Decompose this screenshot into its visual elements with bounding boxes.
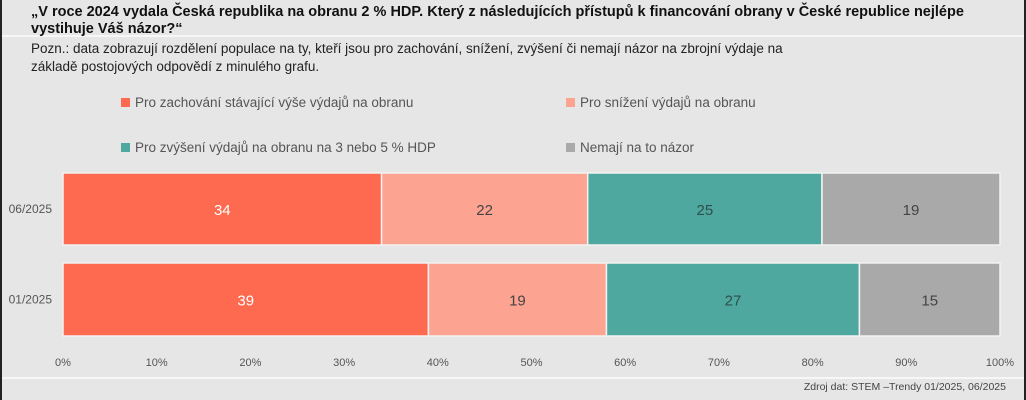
x-tick-label: 0% bbox=[55, 357, 71, 369]
x-tick-label: 100% bbox=[986, 357, 1014, 369]
separator-top bbox=[2, 35, 1024, 37]
x-tick-label: 20% bbox=[239, 357, 261, 369]
data-label: 34 bbox=[214, 202, 231, 219]
x-tick-label: 60% bbox=[614, 357, 636, 369]
legend-swatch bbox=[566, 143, 575, 152]
legend-item: Pro zvýšení výdajů na obranu na 3 nebo 5… bbox=[121, 140, 436, 155]
bar-segment bbox=[62, 262, 430, 337]
x-tick-label: 10% bbox=[146, 357, 168, 369]
x-tick-label: 40% bbox=[427, 357, 449, 369]
legend-item: Pro snížení výdajů na obranu bbox=[566, 95, 756, 110]
legend-label: Pro zachování stávající výše výdajů na o… bbox=[135, 95, 414, 110]
bar-segment bbox=[821, 172, 1001, 246]
data-label: 19 bbox=[509, 293, 526, 310]
x-tick-label: 50% bbox=[520, 357, 542, 369]
legend-item: Nemají na to názor bbox=[566, 140, 694, 155]
bar-segment bbox=[605, 262, 861, 337]
bar-segment bbox=[62, 172, 383, 246]
bar-segment bbox=[858, 262, 1001, 337]
legend-label: Nemají na to názor bbox=[580, 140, 695, 155]
chart-note: Pozn.: data zobrazují rozdělení populace… bbox=[31, 41, 783, 74]
data-label: 15 bbox=[921, 293, 938, 310]
data-source: Zdroj dat: STEM –Trendy 01/2025, 06/2025 bbox=[803, 381, 1006, 393]
chart-title: „V roce 2024 vydala Česká republika na o… bbox=[31, 4, 964, 37]
legend-label: Pro snížení výdajů na obranu bbox=[580, 95, 756, 110]
x-tick-label: 90% bbox=[895, 357, 917, 369]
bar-segment bbox=[380, 172, 589, 246]
frame-right-border bbox=[1024, 0, 1026, 400]
data-label: 27 bbox=[725, 293, 742, 310]
x-tick-label: 80% bbox=[802, 357, 824, 369]
frame-left-border bbox=[0, 0, 2, 400]
legend-swatch bbox=[121, 143, 130, 152]
x-tick-label: 30% bbox=[333, 357, 355, 369]
bar-segment bbox=[427, 262, 608, 337]
legend-label: Pro zvýšení výdajů na obranu na 3 nebo 5… bbox=[135, 140, 436, 155]
data-label: 22 bbox=[476, 202, 493, 219]
separator-bottom bbox=[2, 377, 1024, 379]
legend-item: Pro zachování stávající výše výdajů na o… bbox=[121, 95, 413, 110]
legend-swatch bbox=[566, 98, 575, 107]
category-label: 06/2025 bbox=[9, 202, 53, 216]
data-label: 19 bbox=[903, 202, 920, 219]
bar-segment bbox=[586, 172, 823, 246]
category-label: 01/2025 bbox=[9, 293, 53, 307]
data-label: 25 bbox=[697, 202, 714, 219]
x-tick-label: 70% bbox=[708, 357, 730, 369]
legend-swatch bbox=[121, 98, 130, 107]
data-label: 39 bbox=[237, 293, 254, 310]
